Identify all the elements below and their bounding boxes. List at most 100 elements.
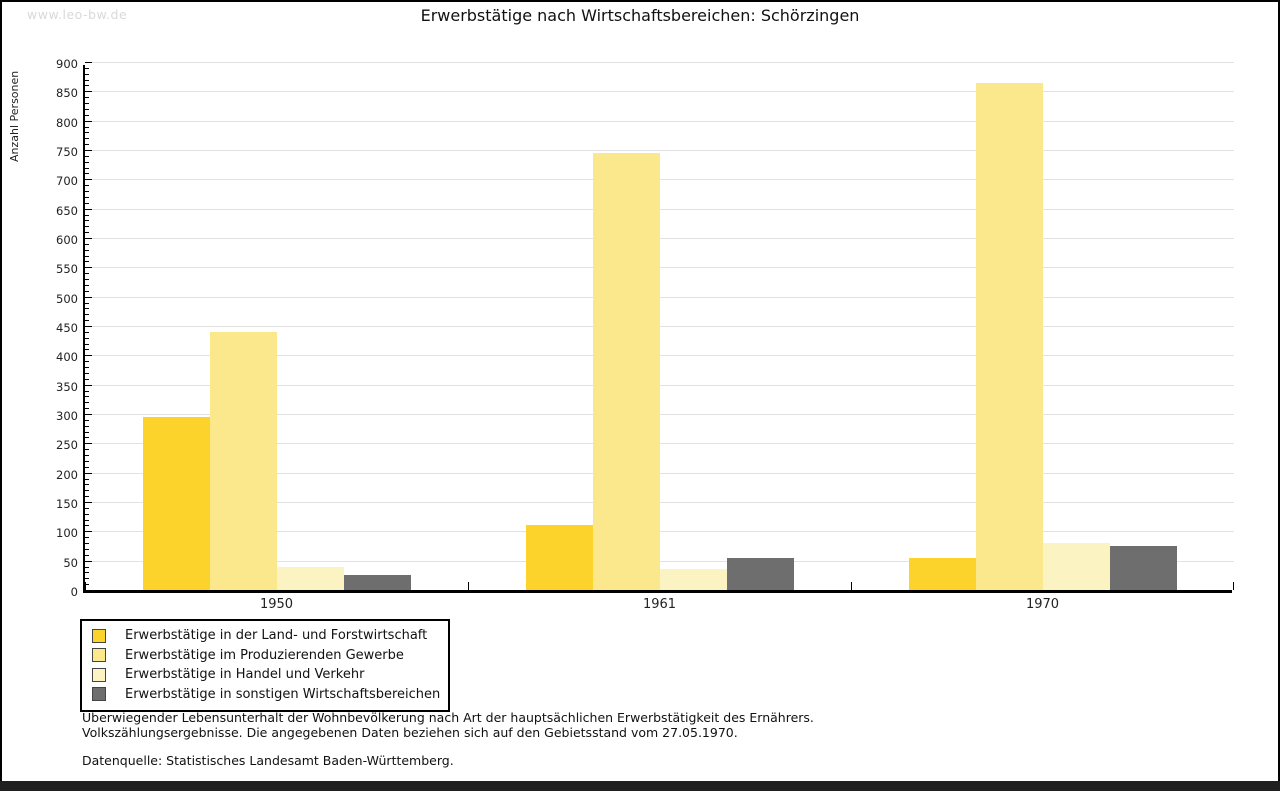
legend: Erwerbstätige in der Land- und Forstwirt… — [80, 619, 450, 712]
legend-item-1: Erwerbstätige in der Land- und Forstwirt… — [90, 626, 440, 646]
y-tick-380 — [85, 367, 89, 369]
y-tick-180 — [85, 484, 89, 486]
y-tick-100 — [85, 531, 92, 533]
y-tick-50 — [85, 560, 92, 562]
legend-label-3: Erwerbstätige in Handel und Verkehr — [125, 667, 365, 683]
y-tick-520 — [85, 284, 89, 286]
gridline-100 — [85, 531, 1234, 533]
y-tick-900 — [85, 62, 92, 63]
y-tick-880 — [85, 73, 89, 75]
bar-1970-series-3 — [1042, 543, 1110, 590]
bar-1961-series-3 — [659, 569, 727, 590]
x-boundary-tick-3 — [1233, 582, 1234, 590]
x-boundary-tick-2 — [851, 582, 852, 590]
y-tick-740 — [85, 155, 89, 157]
gridline-200 — [85, 472, 1234, 474]
gridline-650 — [85, 208, 1234, 210]
y-tick-250 — [85, 443, 92, 445]
y-tick-770 — [85, 138, 89, 140]
y-tick-650 — [85, 208, 92, 210]
bottom-strip — [0, 781, 1280, 791]
gridline-600 — [85, 238, 1234, 239]
footnotes: Überwiegender Lebensunterhalt der Wohnbe… — [82, 710, 814, 768]
y-tick-510 — [85, 290, 89, 292]
y-axis-label-900: 900 — [56, 57, 78, 71]
y-tick-530 — [85, 279, 89, 281]
y-tick-580 — [85, 249, 89, 251]
bar-1950-series-4 — [343, 575, 411, 590]
y-tick-80 — [85, 543, 89, 545]
y-tick-350 — [85, 384, 92, 386]
bar-1970-series-2 — [975, 82, 1043, 590]
legend-swatch-4 — [92, 687, 106, 702]
gridline-50 — [85, 560, 1234, 562]
y-tick-410 — [85, 349, 89, 351]
bar-1961-series-1 — [525, 525, 593, 590]
y-tick-60 — [85, 554, 89, 556]
gridline-450 — [85, 326, 1234, 327]
y-axis-label-400: 400 — [56, 350, 78, 365]
y-tick-290 — [85, 419, 89, 421]
gridline-250 — [85, 443, 1234, 445]
y-tick-390 — [85, 361, 89, 363]
y-axis-label-500: 500 — [56, 291, 78, 306]
gridline-400 — [85, 355, 1234, 357]
y-tick-820 — [85, 108, 89, 110]
y-tick-120 — [85, 519, 89, 521]
y-tick-500 — [85, 296, 92, 298]
y-tick-610 — [85, 232, 89, 234]
y-tick-730 — [85, 161, 89, 163]
y-axis-label-350: 350 — [56, 379, 78, 394]
legend-item-3: Erwerbstätige in Handel und Verkehr — [90, 665, 440, 685]
gridline-800 — [85, 120, 1234, 122]
legend-items: Erwerbstätige in der Land- und Forstwirt… — [90, 626, 440, 704]
legend-swatch-3 — [92, 667, 106, 682]
y-tick-860 — [85, 85, 89, 87]
y-tick-430 — [85, 337, 89, 339]
bar-1970-series-4 — [1109, 546, 1177, 590]
y-tick-570 — [85, 255, 89, 257]
y-tick-360 — [85, 378, 89, 380]
x-axis-label-1970: 1970 — [1025, 597, 1060, 612]
y-tick-800 — [85, 120, 92, 122]
bar-1961-series-4 — [726, 557, 794, 590]
y-tick-400 — [85, 355, 92, 357]
y-axis-label-300: 300 — [56, 409, 78, 423]
y-tick-220 — [85, 460, 89, 462]
y-axis-label-100: 100 — [56, 526, 78, 541]
y-axis-label-750: 750 — [56, 145, 78, 159]
y-tick-340 — [85, 390, 89, 392]
gridline-150 — [85, 502, 1234, 503]
y-tick-460 — [85, 320, 89, 322]
y-tick-280 — [85, 425, 89, 427]
y-tick-310 — [85, 408, 89, 410]
bar-1950-series-3 — [276, 566, 344, 590]
legend-label-4: Erwerbstätige in sonstigen Wirtschaftsbe… — [125, 686, 441, 702]
y-tick-330 — [85, 396, 89, 398]
bar-1950-series-1 — [142, 416, 210, 590]
y-tick-540 — [85, 273, 89, 275]
y-tick-300 — [85, 414, 92, 415]
y-axis-label-50: 50 — [63, 555, 78, 570]
x-axis-label-1950: 1950 — [259, 597, 294, 612]
plot-area — [83, 62, 1234, 593]
x-boundary-tick-0 — [85, 582, 86, 590]
y-tick-200 — [85, 472, 92, 474]
y-axis-label-200: 200 — [56, 467, 78, 482]
y-tick-20 — [85, 578, 89, 580]
y-tick-110 — [85, 525, 89, 527]
y-tick-320 — [85, 402, 89, 404]
legend-item-2: Erwerbstätige im Produzierenden Gewerbe — [90, 646, 440, 666]
y-tick-420 — [85, 343, 89, 345]
y-tick-550 — [85, 267, 92, 269]
gridline-700 — [85, 179, 1234, 181]
y-axis-label-600: 600 — [56, 233, 78, 247]
y-axis-label-0: 0 — [70, 585, 78, 599]
legend-item-4: Erwerbstätige in sonstigen Wirtschaftsbe… — [90, 685, 440, 705]
y-tick-260 — [85, 437, 89, 439]
y-tick-620 — [85, 226, 89, 228]
legend-swatch-1 — [92, 628, 106, 643]
y-tick-700 — [85, 179, 92, 181]
